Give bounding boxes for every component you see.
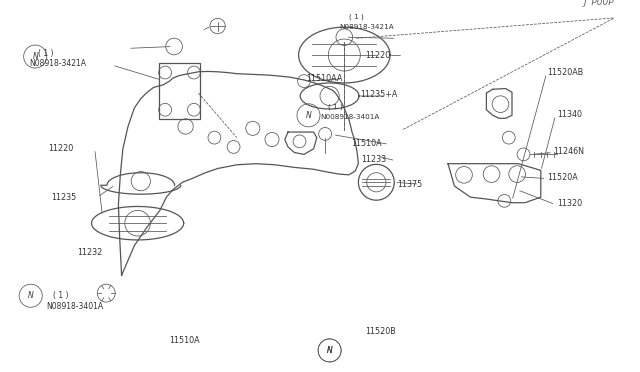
Text: ( 1 ): ( 1 ) (53, 291, 68, 300)
Text: N: N (306, 111, 311, 120)
Text: 11246N: 11246N (554, 147, 584, 156)
Text: N08918-3421A: N08918-3421A (29, 59, 86, 68)
Text: ( 1 ): ( 1 ) (349, 13, 364, 20)
Text: ( 1 ): ( 1 ) (328, 104, 342, 110)
Text: 11520A: 11520A (547, 173, 578, 182)
Text: 11520B: 11520B (365, 327, 396, 336)
Text: 11510A: 11510A (351, 139, 381, 148)
Text: N: N (28, 291, 33, 300)
Bar (159, 63, 200, 119)
Text: J  P00P: J P00P (584, 0, 614, 7)
Text: 11235: 11235 (51, 193, 76, 202)
Text: 11232: 11232 (77, 248, 102, 257)
Text: N08918-3421A: N08918-3421A (339, 24, 394, 30)
Text: N: N (327, 346, 332, 355)
Text: 11375: 11375 (397, 180, 422, 189)
Text: 11520AB: 11520AB (547, 68, 584, 77)
Text: N008918-3401A: N008918-3401A (320, 114, 380, 120)
Text: ( 1 ): ( 1 ) (38, 49, 54, 58)
Text: 11233: 11233 (362, 155, 387, 164)
Text: 11510A: 11510A (170, 336, 200, 345)
Text: 11340: 11340 (557, 110, 582, 119)
Text: 11220: 11220 (365, 51, 390, 60)
Text: N: N (327, 346, 332, 355)
Text: 11320: 11320 (557, 199, 582, 208)
Text: 11510AA: 11510AA (306, 74, 342, 83)
Text: N: N (33, 52, 38, 61)
Text: N08918-3401A: N08918-3401A (46, 302, 103, 311)
Text: 11235+A: 11235+A (360, 90, 397, 99)
Text: 11220: 11220 (48, 144, 73, 153)
